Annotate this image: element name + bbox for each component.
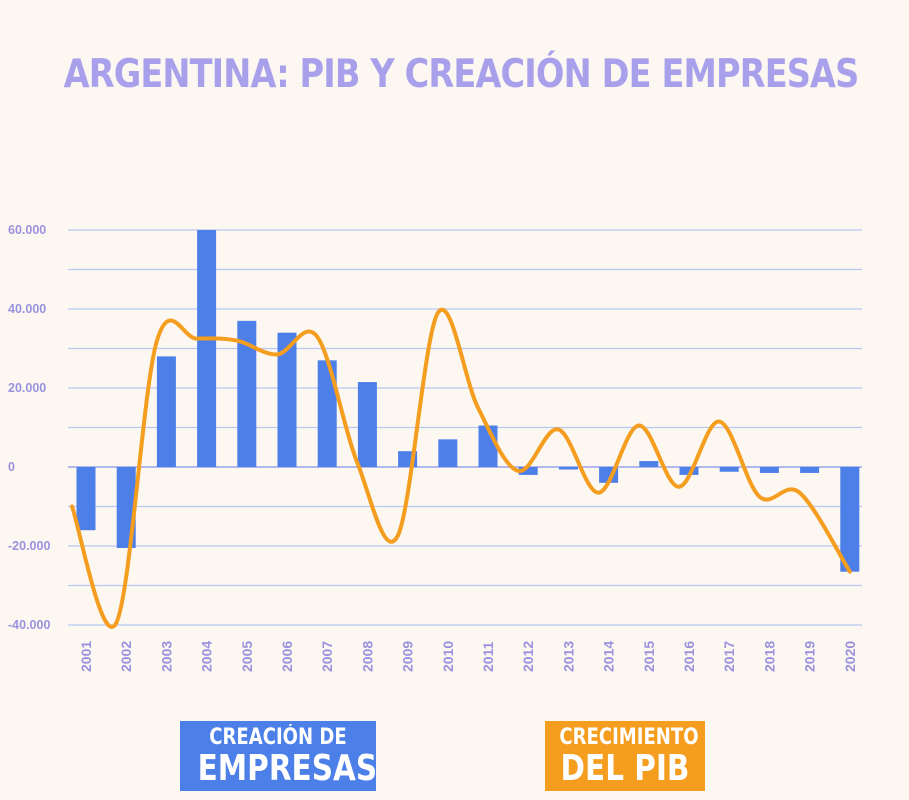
legend-empresas-line1: CREACIÓN DE (209, 725, 347, 750)
bar-2003 (156, 356, 176, 467)
bar-2016 (679, 467, 699, 475)
x-tick-label: 2002 (118, 641, 134, 672)
legend-crecimiento-pib: CRECIMIENTO DEL PIB (545, 721, 705, 791)
bar-2008 (357, 382, 377, 467)
bar-2019 (800, 467, 820, 473)
gridlines (68, 229, 862, 626)
chart-title: ARGENTINA: PIB Y CREACIÓN DE EMPRESAS (63, 52, 860, 97)
bar-2013 (558, 467, 578, 470)
y-tick-label: 60.000 (8, 223, 46, 237)
bar-2005 (237, 320, 257, 467)
legend-empresas-line2: EMPRESAS (197, 748, 378, 789)
y-tick-label: -40.000 (8, 618, 50, 632)
bar-2012 (518, 467, 538, 475)
bar-2004 (197, 230, 217, 467)
x-tick-label: 2019 (802, 641, 818, 672)
x-tick-label: 2009 (400, 641, 416, 672)
y-tick-label: 20.000 (8, 381, 46, 395)
x-tick-label: 2017 (721, 641, 737, 672)
legend-pib-line2: DEL PIB (560, 748, 690, 789)
x-tick-label: 2003 (158, 641, 174, 672)
x-tick-label: 2001 (78, 641, 94, 672)
x-tick-label: 2013 (560, 641, 576, 672)
x-tick-label: 2007 (319, 641, 335, 672)
y-tick-label: -20.000 (8, 539, 50, 553)
bar-2006 (277, 332, 297, 467)
x-tick-label: 2012 (520, 641, 536, 672)
x-tick-label: 2005 (239, 641, 255, 672)
x-tick-label: 2011 (480, 641, 496, 672)
bar-2020 (840, 467, 860, 572)
x-tick-label: 2006 (279, 641, 295, 672)
bar-2017 (719, 467, 739, 472)
x-tick-label: 2020 (842, 641, 858, 672)
legend-pib-line1: CRECIMIENTO (559, 725, 699, 750)
x-tick-labels: 2001 2002 2003 2004 2005 2006 2007 2008 2009 2010… (78, 641, 858, 672)
x-tick-label: 2015 (641, 641, 657, 672)
x-tick-label: 2004 (199, 641, 215, 672)
x-tick-label: 2008 (359, 641, 375, 672)
bar-2018 (759, 467, 779, 473)
bar-2001 (76, 467, 96, 531)
y-tick-label: 0 (8, 460, 15, 474)
line-pib (70, 307, 852, 629)
legend-creacion-empresas: CREACIÓN DE EMPRESAS (180, 721, 378, 791)
line-series-pib (70, 307, 852, 629)
x-tick-label: 2016 (681, 641, 697, 672)
x-tick-label: 2018 (761, 641, 777, 672)
y-tick-label: 40.000 (8, 302, 46, 316)
bar-2015 (639, 461, 659, 467)
y-tick-labels: 60.000 40.000 20.000 0 -20.000 -40.000 (8, 223, 50, 632)
x-tick-label: 2010 (440, 641, 456, 672)
bars-series-empresas (76, 230, 860, 572)
x-tick-label: 2014 (601, 641, 617, 672)
bar-2007 (317, 360, 337, 467)
bar-2010 (438, 439, 458, 467)
